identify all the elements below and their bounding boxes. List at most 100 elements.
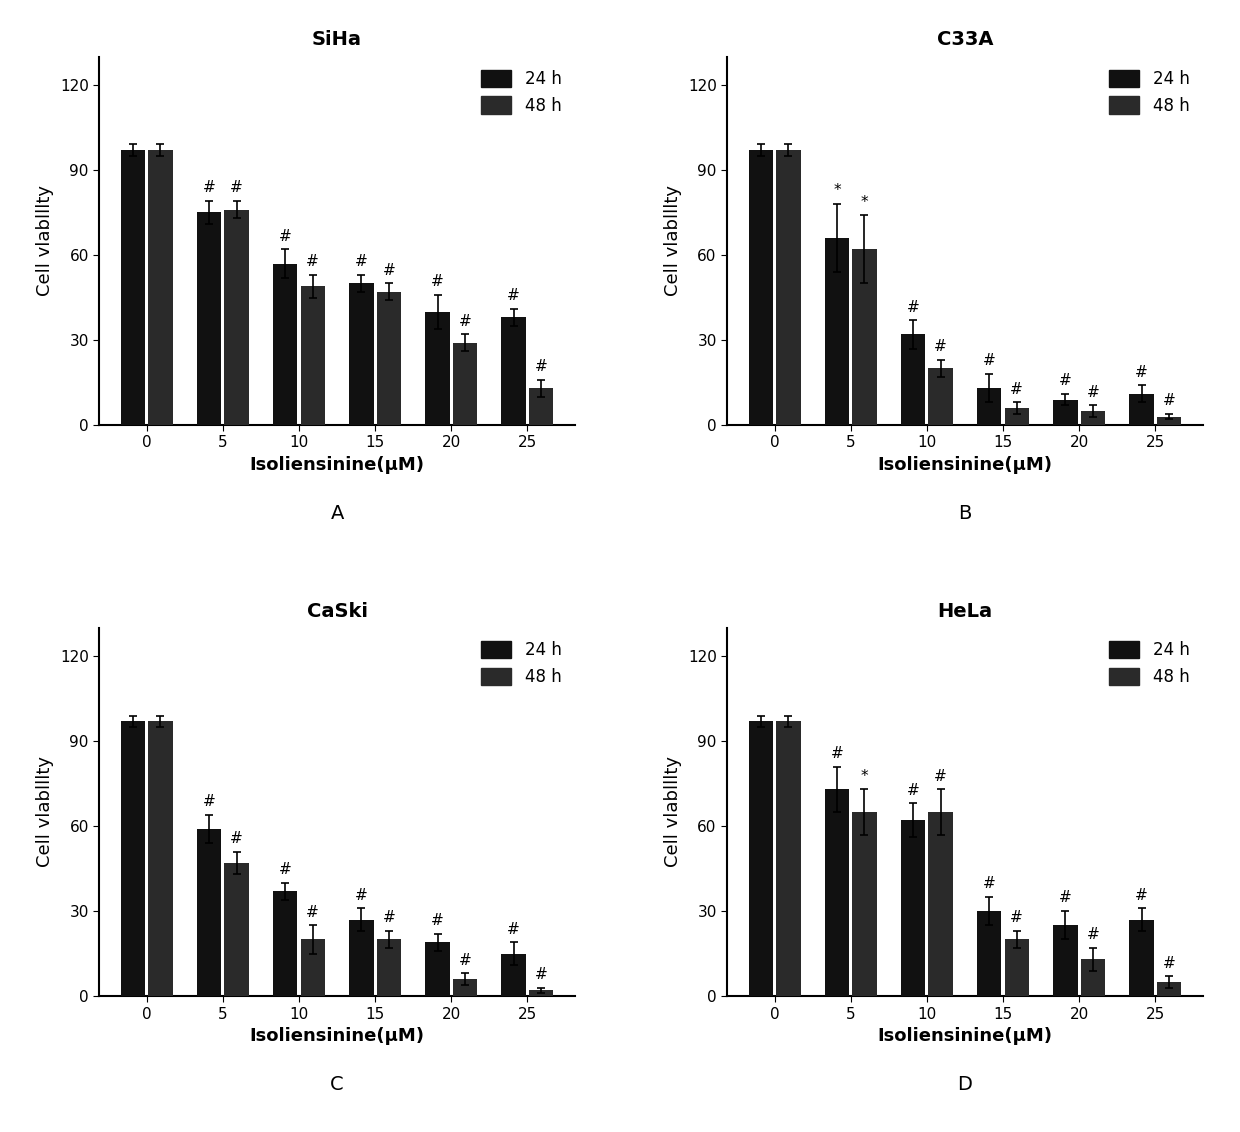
Bar	[501, 953, 526, 996]
Bar	[273, 891, 298, 996]
Text: #: #	[906, 782, 920, 798]
Bar	[977, 388, 1002, 424]
Bar	[901, 821, 925, 996]
Text: #: #	[355, 255, 368, 269]
Bar	[350, 283, 373, 424]
Bar	[377, 292, 401, 424]
Text: *: *	[833, 183, 841, 198]
Bar	[929, 368, 952, 424]
Text: #: #	[203, 180, 216, 196]
Bar	[425, 942, 450, 996]
Text: #: #	[1086, 927, 1099, 942]
Y-axis label: Cell vlablllty: Cell vlablllty	[36, 186, 55, 297]
Legend: 24 h, 48 h: 24 h, 48 h	[1105, 65, 1194, 120]
Text: #: #	[983, 876, 996, 891]
Bar	[120, 151, 145, 424]
Text: #: #	[983, 353, 996, 368]
Bar	[224, 209, 249, 424]
Text: #: #	[1135, 365, 1148, 379]
Bar	[529, 990, 553, 996]
Text: #: #	[1163, 955, 1176, 970]
Text: #: #	[1011, 910, 1023, 925]
Text: C: C	[330, 1075, 343, 1095]
Text: *: *	[861, 769, 868, 783]
Bar	[1130, 919, 1153, 996]
Text: #: #	[534, 359, 548, 374]
Title: C33A: C33A	[936, 31, 993, 50]
Bar	[825, 238, 849, 424]
Bar	[120, 721, 145, 996]
Text: #: #	[459, 953, 471, 968]
Text: #: #	[355, 887, 368, 902]
Bar	[901, 334, 925, 424]
Text: *: *	[861, 195, 868, 209]
Bar	[1053, 400, 1078, 424]
Bar	[453, 343, 477, 424]
Y-axis label: Cell vlablllty: Cell vlablllty	[665, 756, 682, 867]
X-axis label: Isoliensinine(μM): Isoliensinine(μM)	[878, 1027, 1053, 1045]
Bar	[149, 721, 172, 996]
Title: SiHa: SiHa	[312, 31, 362, 50]
Bar	[300, 286, 325, 424]
Text: #: #	[1011, 381, 1023, 396]
Legend: 24 h, 48 h: 24 h, 48 h	[1105, 636, 1194, 691]
Bar	[852, 812, 877, 996]
Text: #: #	[203, 795, 216, 809]
X-axis label: Isoliensinine(μM): Isoliensinine(μM)	[249, 1027, 424, 1045]
Bar	[852, 249, 877, 424]
Text: #: #	[507, 289, 520, 303]
Text: #: #	[231, 180, 243, 196]
Text: #: #	[382, 910, 396, 925]
Text: #: #	[432, 274, 444, 289]
Bar	[749, 721, 773, 996]
Bar	[529, 388, 553, 424]
Text: #: #	[432, 914, 444, 928]
X-axis label: Isoliensinine(μM): Isoliensinine(μM)	[249, 456, 424, 474]
Bar	[273, 264, 298, 424]
Text: #: #	[934, 769, 947, 783]
Text: #: #	[231, 831, 243, 846]
Title: HeLa: HeLa	[937, 601, 992, 620]
Bar	[977, 911, 1002, 996]
Bar	[197, 213, 221, 424]
Bar	[776, 721, 801, 996]
Text: A: A	[330, 504, 343, 523]
Bar	[350, 919, 373, 996]
Text: #: #	[906, 300, 920, 315]
Text: #: #	[1163, 393, 1176, 408]
Bar	[224, 863, 249, 996]
Bar	[197, 829, 221, 996]
Text: #: #	[306, 255, 319, 269]
Bar	[1081, 411, 1105, 424]
Text: #: #	[831, 746, 843, 761]
Bar	[453, 979, 477, 996]
Text: D: D	[957, 1075, 972, 1095]
Bar	[300, 940, 325, 996]
Legend: 24 h, 48 h: 24 h, 48 h	[476, 65, 567, 120]
X-axis label: Isoliensinine(μM): Isoliensinine(μM)	[878, 456, 1053, 474]
Bar	[929, 812, 952, 996]
Text: #: #	[279, 229, 291, 243]
Y-axis label: Cell vlablllty: Cell vlablllty	[665, 186, 682, 297]
Text: #: #	[382, 263, 396, 277]
Bar	[825, 789, 849, 996]
Bar	[749, 151, 773, 424]
Bar	[776, 151, 801, 424]
Text: #: #	[279, 863, 291, 877]
Bar	[425, 311, 450, 424]
Text: B: B	[959, 504, 972, 523]
Text: #: #	[534, 967, 548, 981]
Bar	[149, 151, 172, 424]
Text: #: #	[1086, 385, 1099, 400]
Bar	[1081, 959, 1105, 996]
Bar	[1130, 394, 1153, 424]
Text: #: #	[1135, 887, 1148, 902]
Legend: 24 h, 48 h: 24 h, 48 h	[476, 636, 567, 691]
Text: #: #	[306, 904, 319, 919]
Bar	[1004, 408, 1029, 424]
Bar	[501, 317, 526, 424]
Bar	[1157, 417, 1182, 424]
Bar	[377, 940, 401, 996]
Text: #: #	[1059, 891, 1071, 906]
Text: #: #	[459, 314, 471, 328]
